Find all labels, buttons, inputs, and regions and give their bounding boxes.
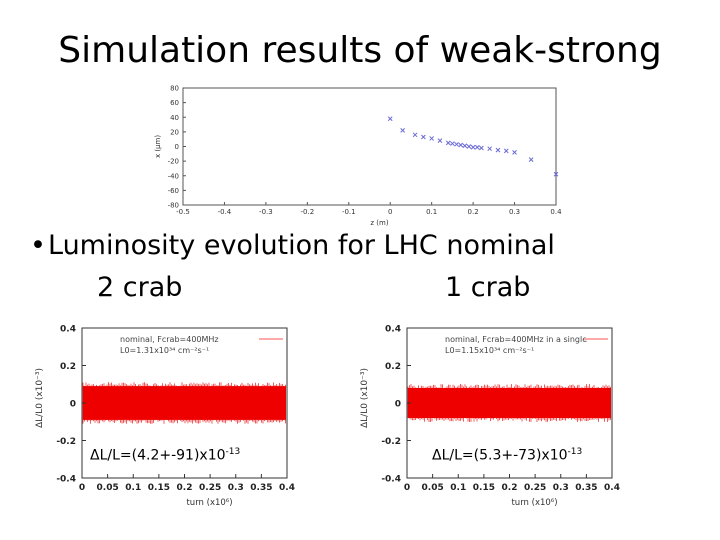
y-tick-label: 0	[175, 143, 179, 151]
y-tick-label: 0.2	[385, 362, 401, 372]
slide-title: Simulation results of weak-strong	[58, 30, 662, 71]
x-axis-label: z (m)	[370, 219, 388, 227]
x-tick-label: 0.3	[553, 483, 569, 493]
y-tick-label: -0.4	[56, 475, 76, 485]
y-tick-label: 0	[395, 400, 401, 410]
data-point	[487, 146, 493, 152]
annotation-exponent: -13	[225, 447, 241, 457]
data-point	[495, 147, 501, 153]
data-point	[479, 145, 484, 151]
data-point	[512, 149, 517, 155]
x-tick-label: -0.2	[300, 208, 314, 216]
beam-offset-chart: 80 60 40 20 0 -20 -40 -60 -80-0.5 -0.4 -0.3 -0.2 -0.…	[154, 85, 562, 228]
y-tick-label: 40	[170, 114, 179, 122]
x-tick-label: 0.1	[426, 208, 437, 216]
data-point	[445, 140, 451, 146]
data-point	[458, 142, 464, 148]
x-tick-label: 0.1	[450, 483, 466, 493]
legend-series-name: nominal, Fcrab=400MHz in a single	[445, 335, 587, 344]
x-tick-label: 0.25	[199, 483, 221, 493]
label-2-crab: 2 crab	[97, 272, 183, 303]
x-axis-label: turn (x10⁶)	[186, 498, 232, 508]
legend-luminosity: L0=1.31x10³⁴ cm⁻²s⁻¹	[120, 346, 209, 355]
x-tick-label: 0.4	[604, 483, 620, 493]
data-point	[462, 143, 468, 149]
y-tick-label: 80	[170, 85, 179, 93]
x-tick-label: 0	[79, 483, 85, 493]
x-tick-label: 0.1	[125, 483, 141, 493]
x-tick-label: 0.35	[250, 483, 272, 493]
y-axis-label: ΔL/L0 (x10⁻³)	[360, 368, 370, 428]
data-point	[503, 148, 509, 154]
fluctuation-noise	[407, 384, 611, 422]
y-tick-label: 0.4	[385, 325, 401, 335]
x-tick-label: -0.5	[176, 208, 190, 216]
y-tick-label: -0.4	[381, 475, 401, 485]
annotation-text: ΔL/L=(4.2+-91)x10	[90, 447, 226, 464]
y-axis-label: x (μm)	[154, 135, 162, 158]
legend-series-name: nominal, Fcrab=400MHz	[120, 335, 219, 344]
data-point	[421, 134, 426, 140]
y-axis-label: ΔL/L0 (x10⁻³)	[35, 368, 45, 428]
data-point	[466, 144, 472, 149]
x-axis-label: turn (x10⁶)	[511, 498, 557, 508]
label-1-crab: 1 crab	[445, 272, 531, 303]
y-tick-label: -20	[168, 158, 179, 166]
x-tick-label: -0.3	[259, 208, 273, 216]
y-tick-label: 0	[70, 400, 76, 410]
x-tick-label: 0.3	[228, 483, 244, 493]
data-point	[450, 141, 455, 146]
luminosity-chart-1-crab: 0.40.20-0.2-0.40 0.05 0.1 0.15 0.2 0.25 0.3 0.3…	[360, 325, 620, 509]
data-point	[528, 157, 534, 163]
data-point	[454, 141, 459, 147]
data-point	[470, 144, 476, 150]
x-tick-label: 0.2	[468, 208, 479, 216]
x-tick-label: 0.3	[509, 208, 520, 216]
luminosity-chart-2-crab: 0.40.20-0.2-0.40 0.05 0.1 0.15 0.2 0.25 0.3 0.3…	[35, 325, 295, 509]
y-tick-label: -80	[168, 202, 179, 210]
annotation-exponent: -13	[567, 447, 583, 457]
bullet-item: •Luminosity evolution for LHC nominal	[30, 230, 555, 261]
data-point	[553, 171, 559, 177]
bullet-text: Luminosity evolution for LHC nominal	[48, 230, 555, 261]
x-tick-label: 0	[404, 483, 410, 493]
y-tick-label: 20	[170, 128, 179, 136]
y-tick-label: -0.2	[381, 437, 401, 447]
x-tick-label: 0.4	[550, 208, 562, 216]
x-tick-label: -0.1	[342, 208, 356, 216]
x-tick-label: 0.2	[502, 483, 518, 493]
x-tick-label: 0.05	[422, 483, 444, 493]
bullet-dot: •	[30, 230, 46, 261]
x-tick-label: 0.15	[473, 483, 495, 493]
x-tick-label: -0.4	[218, 208, 232, 216]
x-tick-label: 0.05	[97, 483, 119, 493]
x-tick-label: 0.15	[148, 483, 170, 493]
y-tick-label: 0.2	[60, 362, 76, 372]
data-point	[474, 144, 480, 150]
x-tick-label: 0.4	[279, 483, 295, 493]
annotation-1-crab: ΔL/L=(5.3+-73)x10-13	[432, 447, 582, 464]
y-tick-label: -0.2	[56, 437, 76, 447]
x-tick-label: 0.2	[177, 483, 193, 493]
y-tick-label: -40	[168, 172, 179, 180]
x-tick-label: 0.25	[524, 483, 546, 493]
data-point	[400, 128, 406, 133]
legend-luminosity: L0=1.15x10³⁴ cm⁻²s⁻¹	[445, 346, 534, 355]
annotation-text: ΔL/L=(5.3+-73)x10	[432, 447, 568, 464]
y-tick-label: 60	[170, 99, 179, 107]
x-tick-label: 0	[388, 208, 392, 216]
annotation-2-crab: ΔL/L=(4.2+-91)x10-13	[90, 447, 240, 464]
y-tick-label: -60	[168, 187, 179, 195]
y-tick-label: 0.4	[60, 325, 76, 335]
data-point	[387, 116, 393, 122]
data-point	[437, 138, 443, 144]
data-point	[412, 132, 418, 138]
x-tick-label: 0.35	[575, 483, 597, 493]
data-point	[429, 136, 435, 141]
plot-frame	[182, 87, 557, 206]
